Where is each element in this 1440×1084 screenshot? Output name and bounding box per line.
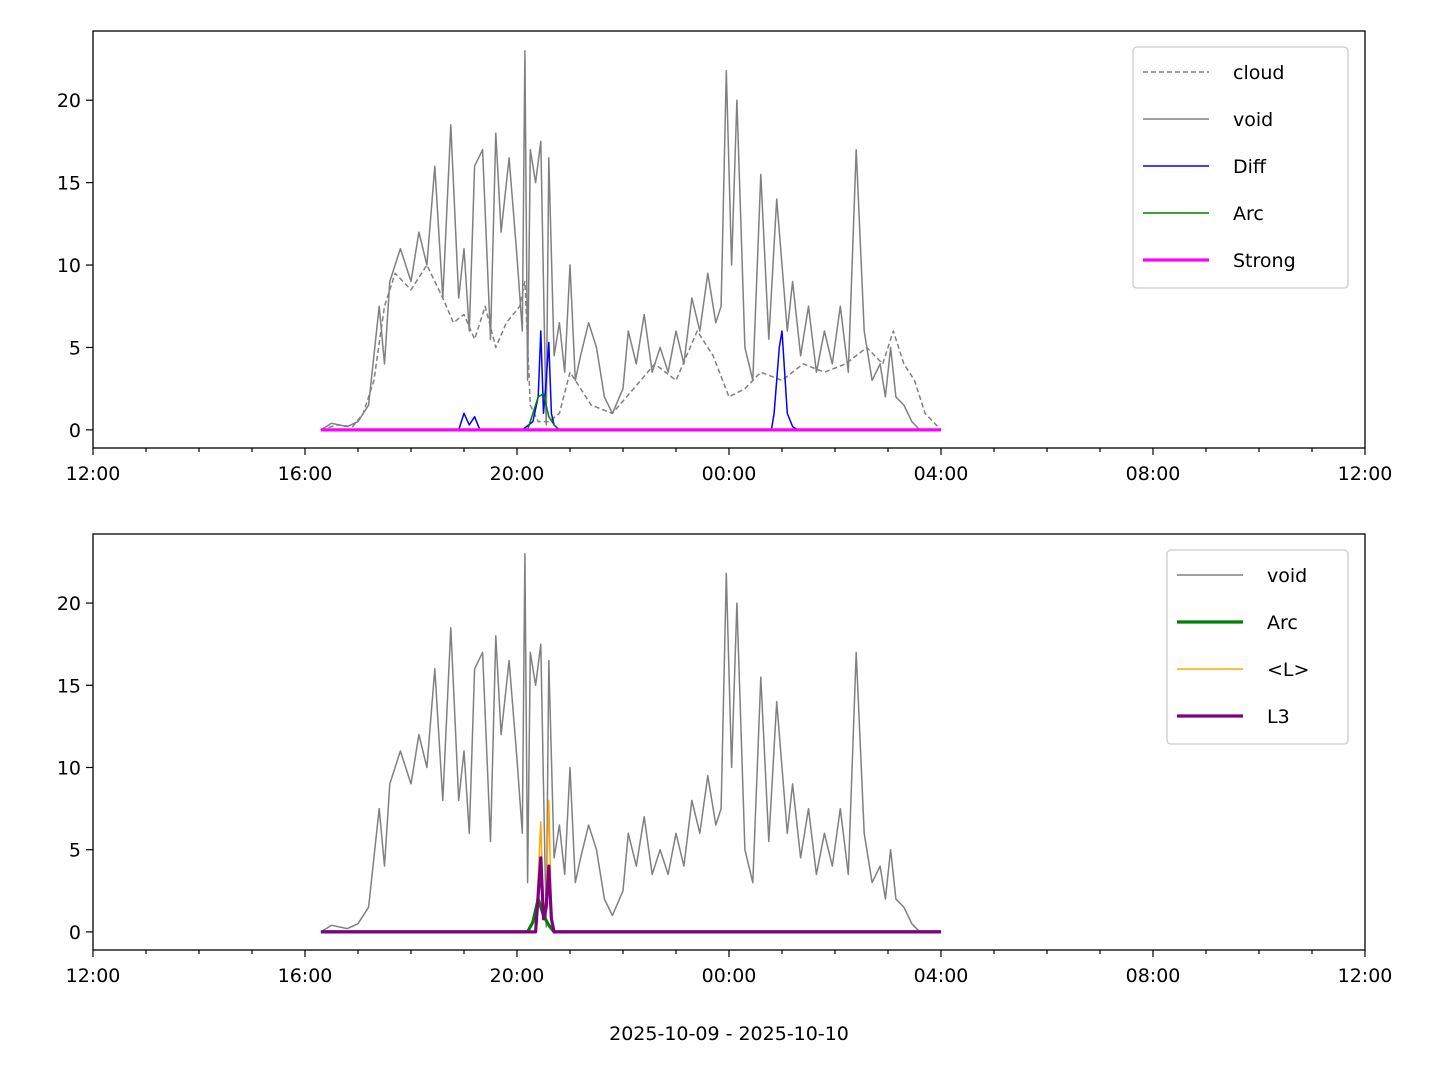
series-line-void bbox=[320, 50, 941, 431]
y-tick-label: 15 bbox=[57, 173, 81, 195]
series-line-diff bbox=[320, 330, 941, 431]
legend-label-void: void bbox=[1233, 109, 1273, 131]
x-tick-label: 12:00 bbox=[1338, 463, 1393, 485]
y-tick-label: 20 bbox=[57, 90, 81, 112]
legend-label-arc: Arc bbox=[1233, 203, 1264, 225]
legend-label-strong: Strong bbox=[1233, 250, 1296, 272]
x-tick-label: 12:00 bbox=[66, 965, 121, 987]
series-line-l3 bbox=[320, 856, 941, 934]
x-tick-label: 16:00 bbox=[278, 965, 333, 987]
legend-box bbox=[1166, 549, 1349, 745]
y-tick-label: 15 bbox=[57, 675, 81, 697]
y-tick-label: 5 bbox=[69, 337, 81, 359]
y-tick-label: 10 bbox=[57, 757, 81, 779]
legend-label-l3: L3 bbox=[1267, 706, 1290, 728]
series-line-cloud bbox=[320, 264, 942, 431]
x-tick-label: 12:00 bbox=[66, 463, 121, 485]
x-tick-label: 08:00 bbox=[1126, 965, 1181, 987]
legend-label-diff: Diff bbox=[1233, 156, 1267, 178]
bottom-panel: 12:00 16:00 20:00 00:00 04:00 08:00 12:00 0 5 10 1… bbox=[57, 533, 1393, 987]
x-tick-label: 08:00 bbox=[1126, 463, 1181, 485]
legend-label-cloud: cloud bbox=[1233, 62, 1284, 84]
legend-label-void: void bbox=[1267, 565, 1307, 587]
x-tick-label: 12:00 bbox=[1338, 965, 1393, 987]
x-axis-date-label: 2025-10-09 - 2025-10-10 bbox=[609, 1023, 849, 1045]
y-tick-label: 10 bbox=[57, 255, 81, 277]
legend-label-l: <L> bbox=[1267, 659, 1309, 681]
x-tick-label: 16:00 bbox=[278, 463, 333, 485]
top-panel: 12:00 16:00 20:00 00:00 04:00 08:00 12:00 0 5 10 1… bbox=[57, 30, 1393, 485]
x-tick-label: 00:00 bbox=[702, 965, 757, 987]
y-tick-label: 20 bbox=[57, 593, 81, 615]
x-tick-label: 00:00 bbox=[702, 463, 757, 485]
series-line-void bbox=[320, 552, 941, 933]
y-tick-label: 5 bbox=[69, 840, 81, 862]
series-group bbox=[320, 552, 941, 934]
legend-box bbox=[1132, 46, 1349, 289]
y-tick-label: 0 bbox=[69, 420, 81, 442]
y-tick-label: 0 bbox=[69, 922, 81, 944]
series-line-arc bbox=[320, 897, 941, 934]
x-tick-label: 20:00 bbox=[490, 965, 545, 987]
x-tick-label: 20:00 bbox=[490, 463, 545, 485]
legend: cloud void Diff Arc Strong bbox=[1132, 46, 1349, 289]
series-group bbox=[320, 50, 942, 432]
legend: void Arc <L> L3 bbox=[1166, 549, 1349, 745]
x-tick-label: 04:00 bbox=[914, 463, 969, 485]
series-line-arc bbox=[320, 392, 941, 431]
legend-label-arc: Arc bbox=[1267, 612, 1298, 634]
x-tick-label: 04:00 bbox=[914, 965, 969, 987]
